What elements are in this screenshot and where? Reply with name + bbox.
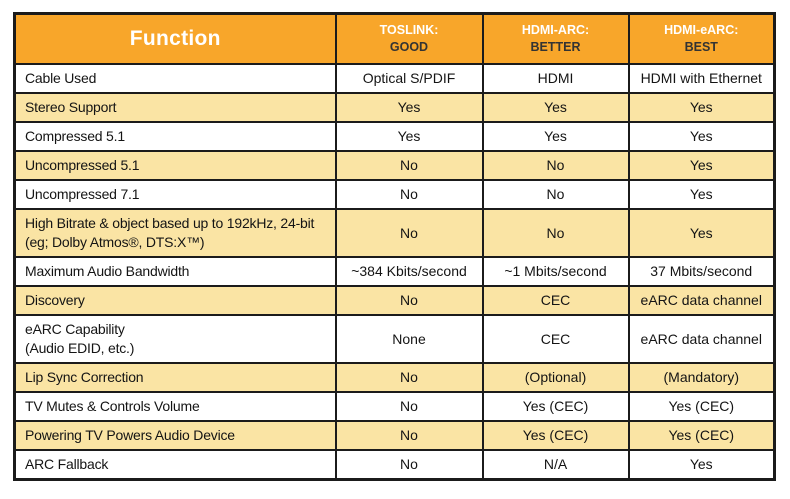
value-cell: Optical S/PDIF	[334, 63, 484, 94]
function-cell: eARC Capability (Audio EDID, etc.)	[13, 314, 337, 364]
column-rating: GOOD	[389, 40, 429, 54]
header-row: Function TOSLINK: GOOD HDMI-ARC: BETTER …	[13, 12, 776, 65]
function-cell: Discovery	[13, 285, 337, 316]
value-cell: No	[334, 449, 484, 481]
value-cell: No	[481, 179, 630, 210]
value-cell: No	[334, 362, 484, 393]
value-cell: eARC data channel	[627, 314, 776, 364]
table-row: eARC Capability (Audio EDID, etc.) None CE…	[13, 314, 776, 364]
function-cell: Uncompressed 7.1	[13, 179, 337, 210]
function-column-header: Function	[13, 12, 337, 65]
value-cell: Yes (CEC)	[627, 391, 776, 422]
column-header-hdmi-earc: HDMI-eARC: BEST	[627, 12, 776, 65]
value-cell: ~1 Mbits/second	[481, 256, 630, 287]
table-row: ARC Fallback No N/A Yes	[13, 449, 776, 481]
value-cell: Yes	[627, 179, 776, 210]
table-row: Powering TV Powers Audio Device No Yes (CE…	[13, 420, 776, 451]
value-cell: Yes (CEC)	[481, 391, 630, 422]
function-cell: Uncompressed 5.1	[13, 150, 337, 181]
column-name: TOSLINK:	[379, 23, 439, 37]
table-row: Cable Used Optical S/PDIF HDMI HDMI with Et…	[13, 63, 776, 94]
column-header-toslink: TOSLINK: GOOD	[334, 12, 484, 65]
table-body: Cable Used Optical S/PDIF HDMI HDMI with Et…	[13, 63, 776, 481]
table-row: Uncompressed 7.1 No No Yes	[13, 179, 776, 210]
table-row: Uncompressed 5.1 No No Yes	[13, 150, 776, 181]
value-cell: Yes	[334, 121, 484, 152]
function-cell: Powering TV Powers Audio Device	[13, 420, 337, 451]
column-name: HDMI-ARC:	[521, 23, 590, 37]
function-cell: Stereo Support	[13, 92, 337, 123]
value-cell: Yes	[481, 92, 630, 123]
value-cell: Yes	[334, 92, 484, 123]
comparison-table-container: Function TOSLINK: GOOD HDMI-ARC: BETTER …	[13, 12, 776, 481]
value-cell: Yes (CEC)	[481, 420, 630, 451]
value-cell: (Mandatory)	[627, 362, 776, 393]
column-rating: BETTER	[530, 40, 581, 54]
value-cell: Yes	[627, 150, 776, 181]
value-cell: None	[334, 314, 484, 364]
table-row: Stereo Support Yes Yes Yes	[13, 92, 776, 123]
value-cell: No	[481, 150, 630, 181]
value-cell: No	[334, 208, 484, 258]
function-cell: High Bitrate & object based up to 192kHz…	[13, 208, 337, 258]
function-cell: ARC Fallback	[13, 449, 337, 481]
audio-connection-comparison-table: Function TOSLINK: GOOD HDMI-ARC: BETTER …	[13, 12, 776, 481]
value-cell: No	[481, 208, 630, 258]
value-cell: 37 Mbits/second	[627, 256, 776, 287]
function-cell: Compressed 5.1	[13, 121, 337, 152]
table-row: Maximum Audio Bandwidth ~384 Kbits/second…	[13, 256, 776, 287]
value-cell: Yes	[481, 121, 630, 152]
value-cell: Yes	[627, 208, 776, 258]
value-cell: Yes	[627, 121, 776, 152]
value-cell: N/A	[481, 449, 630, 481]
table-row: High Bitrate & object based up to 192kHz…	[13, 208, 776, 258]
table-header: Function TOSLINK: GOOD HDMI-ARC: BETTER …	[13, 12, 776, 65]
function-cell: Maximum Audio Bandwidth	[13, 256, 337, 287]
function-cell: TV Mutes & Controls Volume	[13, 391, 337, 422]
value-cell: HDMI	[481, 63, 630, 94]
value-cell: No	[334, 391, 484, 422]
column-name: HDMI-eARC:	[664, 23, 739, 37]
value-cell: No	[334, 179, 484, 210]
value-cell: ~384 Kbits/second	[334, 256, 484, 287]
value-cell: No	[334, 150, 484, 181]
table-row: Lip Sync Correction No (Optional) (Mandator…	[13, 362, 776, 393]
function-cell: Lip Sync Correction	[13, 362, 337, 393]
value-cell: HDMI with Ethernet	[627, 63, 776, 94]
value-cell: (Optional)	[481, 362, 630, 393]
column-header-hdmi-arc: HDMI-ARC: BETTER	[481, 12, 630, 65]
value-cell: No	[334, 285, 484, 316]
value-cell: CEC	[481, 285, 630, 316]
value-cell: eARC data channel	[627, 285, 776, 316]
value-cell: CEC	[481, 314, 630, 364]
value-cell: Yes (CEC)	[627, 420, 776, 451]
column-rating: BEST	[684, 40, 718, 54]
table-row: TV Mutes & Controls Volume No Yes (CEC) Yes…	[13, 391, 776, 422]
table-row: Compressed 5.1 Yes Yes Yes	[13, 121, 776, 152]
value-cell: No	[334, 420, 484, 451]
value-cell: Yes	[627, 449, 776, 481]
function-cell: Cable Used	[13, 63, 337, 94]
table-row: Discovery No CEC eARC data channel	[13, 285, 776, 316]
value-cell: Yes	[627, 92, 776, 123]
